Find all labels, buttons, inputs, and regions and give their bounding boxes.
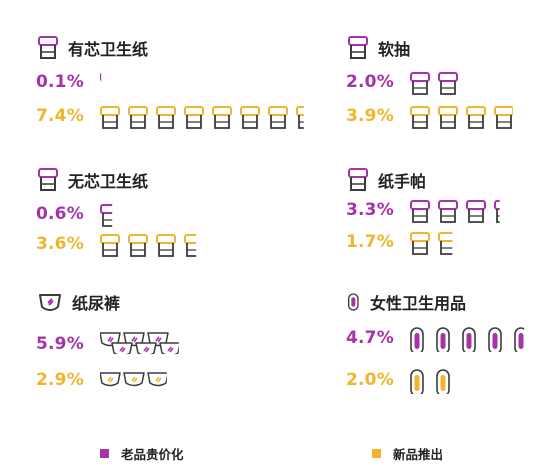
diaper-icon [39, 294, 61, 311]
panel-header: 纸手帕 [346, 166, 426, 194]
pictogram-icon [466, 106, 486, 129]
pictogram-icon [466, 200, 486, 223]
pictogram-icon [494, 106, 513, 129]
icon-row-new [410, 369, 450, 394]
panel-header: 软抽 [346, 34, 410, 62]
icon-row-new [410, 106, 513, 129]
pictogram-icon [184, 106, 204, 129]
pictogram-icon [123, 372, 145, 387]
pictogram-icon [436, 369, 450, 394]
category-title: 无芯卫生纸 [68, 172, 149, 191]
legend-swatch-new [372, 449, 381, 458]
data-label-old: 0.1% [36, 72, 84, 92]
pictogram-icon [410, 200, 430, 223]
icon-row-old [100, 204, 113, 227]
icon-row-old [410, 327, 525, 352]
pictogram-icon [438, 106, 458, 129]
pictogram-icon [100, 204, 113, 227]
pictogram-icon [410, 72, 430, 95]
pictogram-icon [436, 327, 450, 352]
icon-row-new [100, 234, 197, 257]
toilet-roll-icon [38, 168, 58, 191]
icon-row-new [410, 232, 453, 255]
panel-header: 女性卫生用品 [346, 288, 466, 316]
pictogram-icon [494, 200, 500, 223]
pictogram-icon [514, 327, 525, 352]
pictogram-icon [438, 72, 458, 95]
legend-swatch-old [100, 449, 109, 458]
panel-header: 有芯卫生纸 [36, 34, 148, 62]
panel-header: 无芯卫生纸 [36, 166, 148, 194]
data-label-old: 4.7% [346, 328, 394, 348]
pictogram-icon [410, 232, 430, 255]
sanitary-pad-icon [348, 293, 359, 311]
toilet-roll-icon [38, 36, 58, 59]
pictogram-icon [410, 106, 430, 129]
pictogram-icon [212, 106, 232, 129]
pictogram-icon [410, 327, 424, 352]
icon-row-old [100, 332, 179, 354]
pictogram-icon [438, 232, 453, 255]
pictogram-icon [100, 372, 121, 387]
pictogram-icon [296, 106, 304, 129]
pictogram-icon [147, 372, 167, 387]
category-title: 女性卫生用品 [370, 294, 467, 313]
data-label-old: 2.0% [346, 72, 394, 92]
pictogram-icon [100, 234, 120, 257]
pictogram-icon [100, 72, 102, 82]
pictogram-icon [462, 327, 476, 352]
category-title: 纸尿裤 [72, 294, 121, 313]
toilet-roll-icon [348, 36, 368, 59]
panel-header: 纸尿裤 [36, 288, 120, 316]
legend-item-new: 新品推出 [372, 444, 443, 463]
pictogram-icon [135, 342, 157, 354]
pictogram-icon [100, 106, 120, 129]
icon-row-old [100, 72, 102, 82]
data-label-new: 7.4% [36, 106, 84, 126]
pictogram-icon [488, 327, 502, 352]
pictogram-icon [128, 106, 148, 129]
data-label-old: 5.9% [36, 334, 84, 354]
pictogram-icon [438, 200, 458, 223]
icon-row-new [100, 106, 304, 129]
pictogram-icon [159, 342, 179, 354]
data-label-new: 2.0% [346, 370, 394, 390]
data-label-new: 2.9% [36, 370, 84, 390]
pictogram-icon [268, 106, 288, 129]
pictogram-icon [184, 234, 197, 257]
legend-item-old: 老品贵价化 [100, 444, 184, 463]
data-label-new: 3.9% [346, 106, 394, 126]
data-label-new: 3.6% [36, 234, 84, 254]
icon-row-old [410, 72, 458, 95]
pictogram-icon [111, 342, 133, 354]
legend-label-new: 新品推出 [393, 447, 444, 462]
data-label-old: 3.3% [346, 200, 394, 220]
category-title: 纸手帕 [378, 172, 427, 191]
category-title: 软抽 [378, 40, 411, 59]
pictogram-icon [156, 106, 176, 129]
icon-row-new [100, 372, 167, 387]
pictogram-icon [410, 369, 424, 394]
category-title: 有芯卫生纸 [68, 40, 149, 59]
icon-row-old [410, 200, 500, 223]
data-label-old: 0.6% [36, 204, 84, 224]
pictogram-icon [128, 234, 148, 257]
pictogram-icon [240, 106, 260, 129]
toilet-roll-icon [348, 168, 368, 191]
pictogram-icon [156, 234, 176, 257]
data-label-new: 1.7% [346, 232, 394, 252]
legend-label-old: 老品贵价化 [121, 447, 184, 462]
